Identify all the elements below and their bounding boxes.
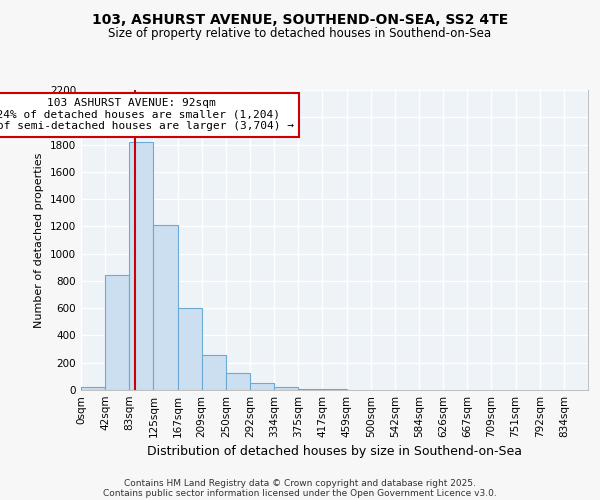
Bar	[274, 386, 298, 390]
Text: Contains HM Land Registry data © Crown copyright and database right 2025.: Contains HM Land Registry data © Crown c…	[124, 478, 476, 488]
Bar	[178, 308, 202, 390]
X-axis label: Distribution of detached houses by size in Southend-on-Sea: Distribution of detached houses by size …	[147, 446, 522, 458]
Y-axis label: Number of detached properties: Number of detached properties	[34, 152, 44, 328]
Bar	[105, 276, 129, 390]
Bar	[202, 355, 226, 390]
Text: Size of property relative to detached houses in Southend-on-Sea: Size of property relative to detached ho…	[109, 28, 491, 40]
Bar	[226, 373, 250, 390]
Bar	[154, 225, 178, 390]
Bar	[129, 142, 154, 390]
Bar	[81, 388, 105, 390]
Text: Contains public sector information licensed under the Open Government Licence v3: Contains public sector information licen…	[103, 488, 497, 498]
Bar	[250, 383, 274, 390]
Text: 103, ASHURST AVENUE, SOUTHEND-ON-SEA, SS2 4TE: 103, ASHURST AVENUE, SOUTHEND-ON-SEA, SS…	[92, 12, 508, 26]
Text: 103 ASHURST AVENUE: 92sqm
← 24% of detached houses are smaller (1,204)
75% of se: 103 ASHURST AVENUE: 92sqm ← 24% of detac…	[0, 98, 293, 132]
